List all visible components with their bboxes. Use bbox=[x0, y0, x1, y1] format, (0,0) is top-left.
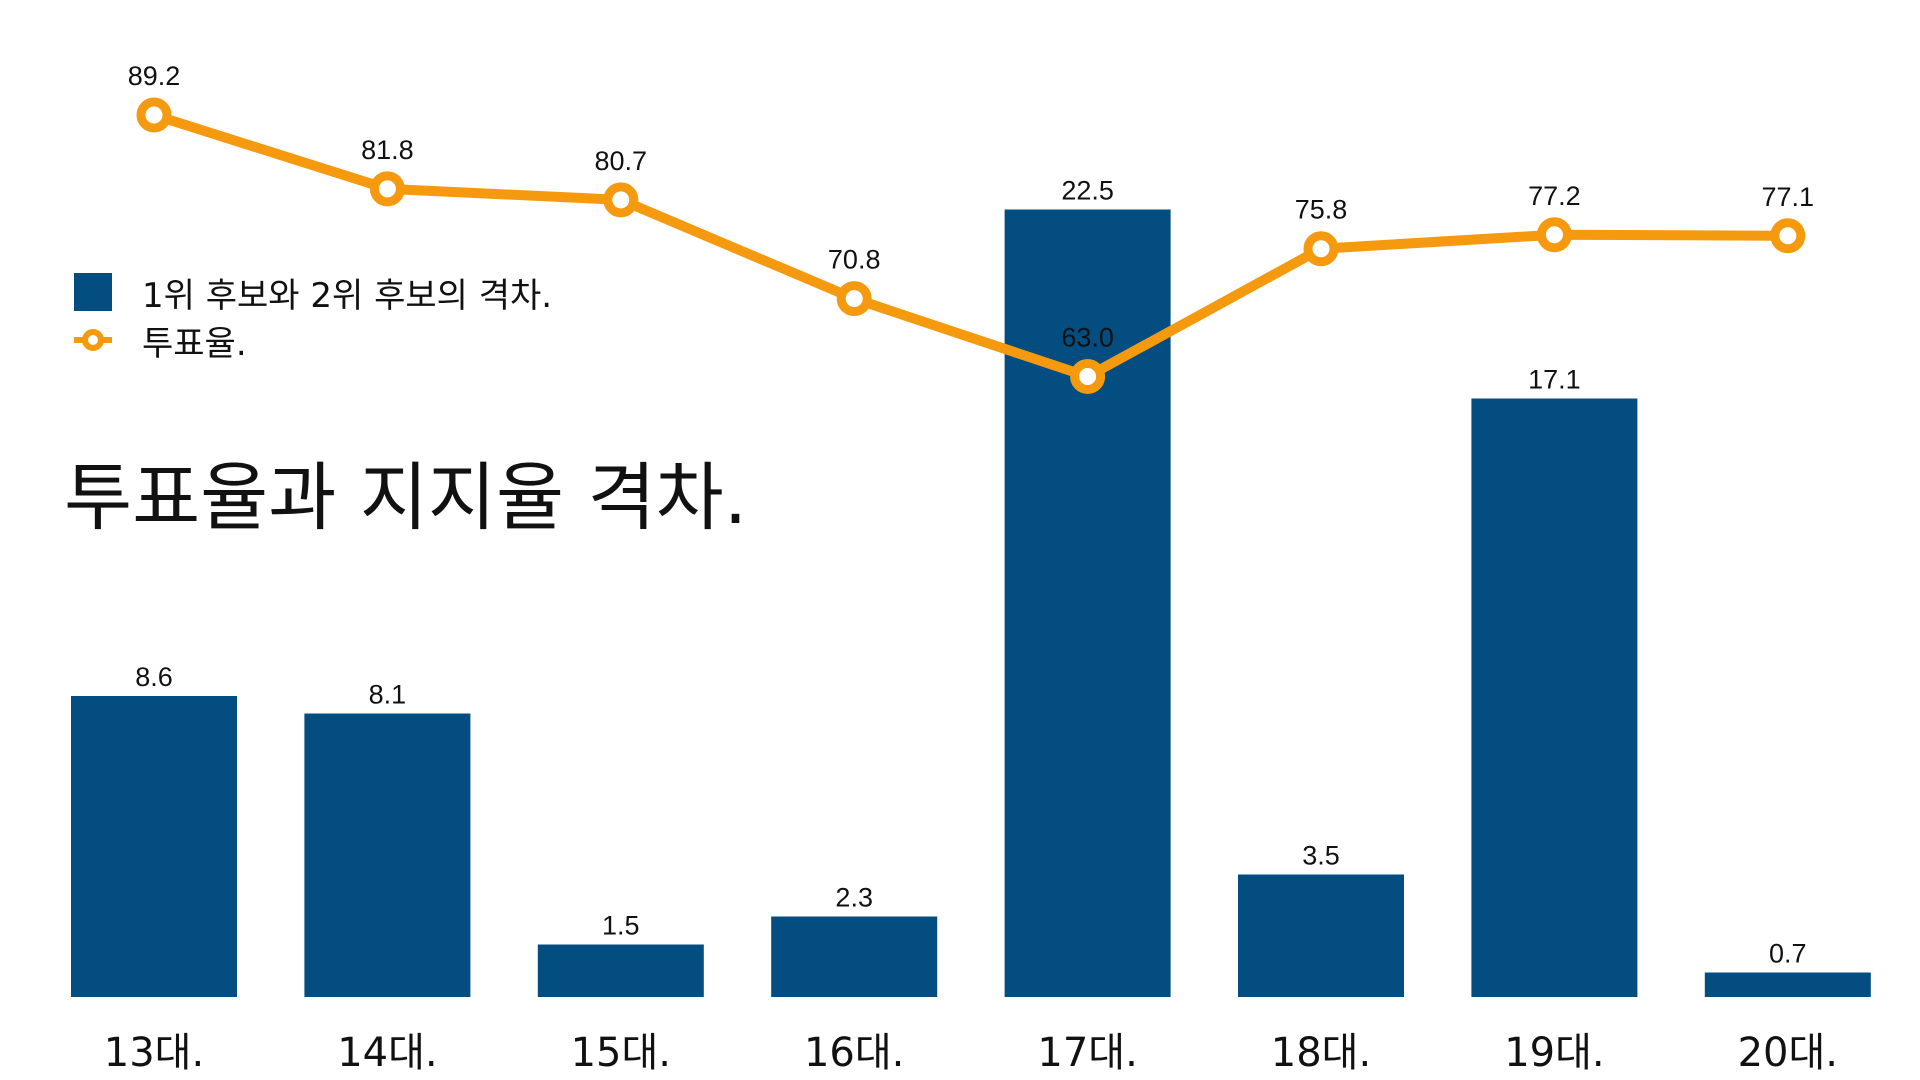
bar-label-4: 22.5 bbox=[1061, 176, 1114, 206]
bar-2 bbox=[537, 944, 704, 997]
bar-0 bbox=[71, 696, 237, 997]
bar-label-7: 0.7 bbox=[1769, 939, 1807, 969]
bar-label-3: 2.3 bbox=[835, 883, 873, 913]
turnout-point-2 bbox=[603, 182, 639, 218]
turnout-label-4: 63.0 bbox=[1061, 322, 1114, 352]
legend-item-gap: 1위 후보와 2위 후보의 격차. bbox=[74, 268, 552, 316]
category-label-4: 17대. bbox=[1037, 1030, 1137, 1076]
bar-7 bbox=[1704, 972, 1871, 997]
bar-5 bbox=[1238, 874, 1404, 997]
legend-line-marker bbox=[82, 329, 104, 351]
category-label-2: 15대. bbox=[571, 1030, 671, 1076]
turnout-label-7: 77.1 bbox=[1762, 182, 1815, 212]
turnout-label-1: 81.8 bbox=[361, 135, 414, 165]
legend-label-turnout: 투표율. bbox=[142, 323, 247, 364]
bar-label-2: 1.5 bbox=[602, 911, 640, 941]
turnout-point-0 bbox=[136, 97, 172, 133]
category-label-5: 18대. bbox=[1271, 1030, 1371, 1076]
bar-label-0: 8.6 bbox=[135, 662, 173, 692]
turnout-point-3 bbox=[836, 281, 872, 317]
turnout-label-0: 89.2 bbox=[128, 61, 181, 91]
bar-label-1: 8.1 bbox=[369, 680, 407, 710]
bar-6 bbox=[1471, 398, 1638, 997]
turnout-point-7 bbox=[1770, 218, 1806, 254]
bar-3 bbox=[771, 916, 938, 997]
legend-label-gap: 1위 후보와 2위 후보의 격차. bbox=[142, 275, 553, 316]
turnout-label-5: 75.8 bbox=[1295, 195, 1348, 225]
turnout-point-1 bbox=[369, 171, 405, 207]
category-label-3: 16대. bbox=[804, 1030, 904, 1076]
legend-swatch-bar bbox=[74, 273, 112, 311]
turnout-point-6 bbox=[1536, 217, 1572, 253]
bar-label-6: 17.1 bbox=[1528, 365, 1581, 395]
legend-item-turnout: 투표율. bbox=[74, 316, 552, 364]
turnout-line bbox=[149, 110, 1793, 382]
category-label-7: 20대. bbox=[1738, 1030, 1838, 1076]
turnout-label-6: 77.2 bbox=[1528, 181, 1581, 211]
category-label-6: 19대. bbox=[1504, 1030, 1604, 1076]
bar-label-5: 3.5 bbox=[1302, 841, 1340, 871]
category-label-1: 14대. bbox=[337, 1030, 437, 1076]
chart-title: 투표율과 지지율 격차. bbox=[64, 455, 748, 541]
turnout-point-5 bbox=[1303, 231, 1339, 267]
bar-1 bbox=[304, 713, 471, 997]
legend: 1위 후보와 2위 후보의 격차. 투표율. bbox=[74, 268, 552, 364]
turnout-label-2: 80.7 bbox=[595, 146, 648, 176]
turnout-label-3: 70.8 bbox=[828, 245, 881, 275]
category-label-0: 13대. bbox=[104, 1030, 204, 1076]
legend-swatch-line bbox=[74, 321, 112, 359]
turnout-point-4 bbox=[1070, 358, 1106, 394]
